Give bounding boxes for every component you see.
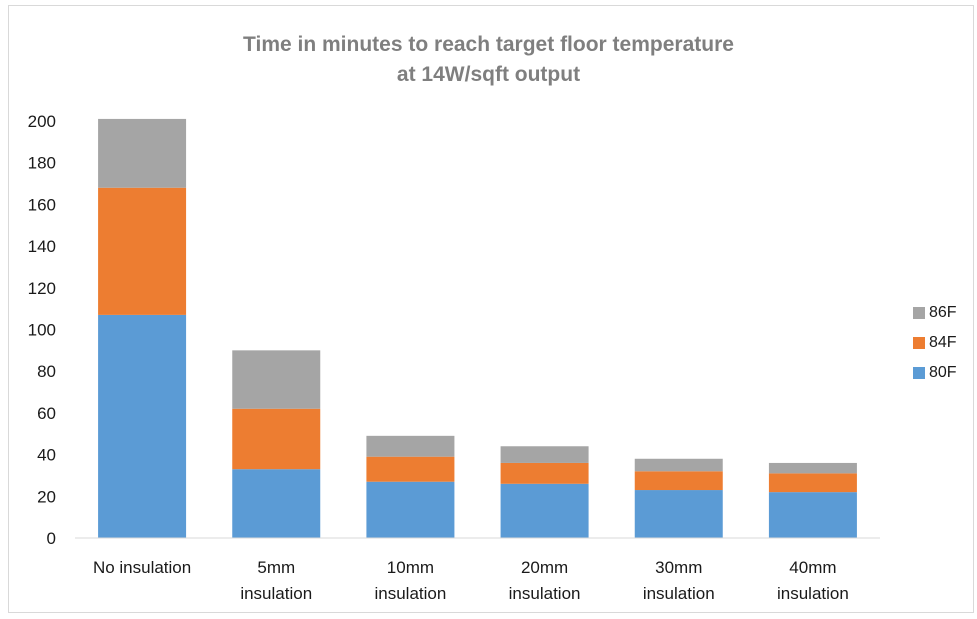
legend-swatch xyxy=(913,367,925,379)
legend: 86F 84F 80F xyxy=(913,300,957,390)
x-category-label: insulation xyxy=(643,584,715,603)
legend-swatch xyxy=(913,337,925,349)
legend-item-80F: 80F xyxy=(913,360,957,386)
y-tick-label: 160 xyxy=(28,195,56,214)
bar-segment-80F xyxy=(500,483,589,538)
bar-segment-86F xyxy=(232,350,321,409)
bar-segment-80F xyxy=(634,490,723,538)
y-tick-label: 100 xyxy=(28,321,56,340)
bar-segment-86F xyxy=(634,458,723,472)
x-category-label: 30mm xyxy=(655,558,702,577)
y-tick-label: 80 xyxy=(37,362,56,381)
x-category-label: insulation xyxy=(777,584,849,603)
bar-segment-80F xyxy=(98,314,187,538)
y-tick-label: 120 xyxy=(28,279,56,298)
x-category-label: 5mm xyxy=(257,558,295,577)
bar-segment-84F xyxy=(634,471,723,491)
y-tick-label: 40 xyxy=(37,446,56,465)
bar-segment-80F xyxy=(366,481,455,538)
x-category-label: No insulation xyxy=(93,558,191,577)
x-category-label: 10mm xyxy=(387,558,434,577)
bar-segment-86F xyxy=(366,435,455,457)
legend-label: 84F xyxy=(929,334,957,351)
bar-segment-84F xyxy=(768,473,857,493)
x-category-label: insulation xyxy=(240,584,312,603)
y-tick-label: 180 xyxy=(28,154,56,173)
legend-label: 86F xyxy=(929,304,957,321)
legend-item-86F: 86F xyxy=(913,300,957,326)
y-tick-label: 60 xyxy=(37,404,56,423)
bar-segment-86F xyxy=(500,446,589,463)
y-tick-label: 0 xyxy=(47,529,56,548)
chart-title-line1: Time in minutes to reach target floor te… xyxy=(243,33,734,56)
bar-segment-80F xyxy=(232,469,321,538)
legend-label: 80F xyxy=(929,364,957,381)
x-category-label: 20mm xyxy=(521,558,568,577)
legend-swatch xyxy=(913,307,925,319)
y-tick-label: 20 xyxy=(37,487,56,506)
x-category-label: insulation xyxy=(375,584,447,603)
bar-segment-80F xyxy=(768,492,857,538)
y-tick-label: 200 xyxy=(28,112,56,131)
chart-title-line2: at 14W/sqft output xyxy=(396,63,581,86)
bar-segment-84F xyxy=(98,187,187,315)
y-tick-label: 140 xyxy=(28,237,56,256)
chart-title: Time in minutes to reach target floor te… xyxy=(0,30,977,90)
x-category-label: insulation xyxy=(509,584,581,603)
bar-segment-86F xyxy=(768,462,857,474)
bar-segment-86F xyxy=(98,118,187,188)
bar-segment-84F xyxy=(500,462,589,484)
bar-segment-84F xyxy=(232,408,321,470)
legend-item-84F: 84F xyxy=(913,330,957,356)
bar-segment-84F xyxy=(366,456,455,482)
x-category-label: 40mm xyxy=(789,558,836,577)
